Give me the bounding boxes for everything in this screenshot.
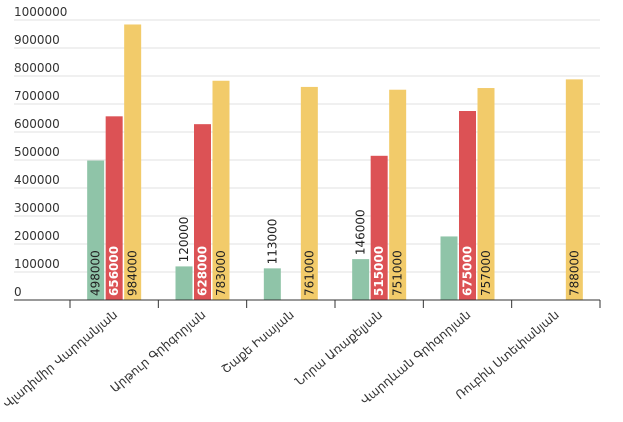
x-tick-label: Շաքե Իսայան: [219, 308, 297, 377]
data-label: 757000: [479, 250, 493, 296]
bar: [263, 268, 281, 300]
data-label: 120000: [177, 217, 191, 263]
data-label: 783000: [214, 250, 228, 296]
data-label: 984000: [126, 250, 140, 296]
y-tick-label: 800000: [14, 61, 60, 75]
bar: [370, 155, 388, 300]
x-axis: [14, 299, 601, 308]
y-tick-label: 600000: [14, 117, 60, 131]
bar: [352, 259, 370, 300]
bars: [87, 24, 583, 300]
data-label: 675000: [461, 246, 475, 296]
y-tick-label: 500000: [14, 145, 60, 159]
bar: [212, 80, 230, 300]
data-label: 498000: [89, 250, 103, 296]
data-label: 751000: [391, 250, 405, 296]
data-labels: 498000 656000 984000 120000 628000 783000 1130…: [89, 209, 582, 296]
y-tick-label: 300000: [14, 201, 60, 215]
bar: [105, 116, 123, 300]
bar: [389, 89, 407, 300]
data-label: 113000: [265, 219, 279, 265]
bar: [175, 266, 193, 300]
bar: [124, 24, 142, 300]
bar: [87, 160, 105, 300]
y-tick-label: 700000: [14, 89, 60, 103]
y-tick-label: 1000000: [14, 5, 67, 19]
y-tick-label: 400000: [14, 173, 60, 187]
data-label: 515000: [372, 246, 386, 296]
bar: [459, 111, 476, 300]
x-tick-label: Վլադիմիր Վարդանյան: [1, 308, 121, 411]
data-label: 788000: [567, 250, 581, 296]
y-tick-label: 0: [14, 285, 22, 299]
bar: [440, 236, 458, 300]
y-tick-label: 900000: [14, 33, 60, 47]
y-tick-label: 100000: [14, 257, 60, 271]
data-label: 761000: [302, 250, 316, 296]
data-label: 656000: [107, 246, 121, 296]
data-label: 628000: [196, 246, 210, 296]
bar: [194, 124, 211, 300]
x-tick-label: Նորա Առաքելյան: [292, 308, 385, 389]
bar: [300, 86, 318, 300]
x-tick-label: Արթուր Գրիգորյան: [108, 308, 209, 396]
y-tick-label: 200000: [14, 229, 60, 243]
data-label: 146000: [354, 209, 368, 255]
bar: [477, 88, 495, 300]
bar: [565, 79, 583, 300]
y-axis-tick-labels: 0 100000 200000 300000 400000 500000 600000 700…: [14, 5, 67, 299]
